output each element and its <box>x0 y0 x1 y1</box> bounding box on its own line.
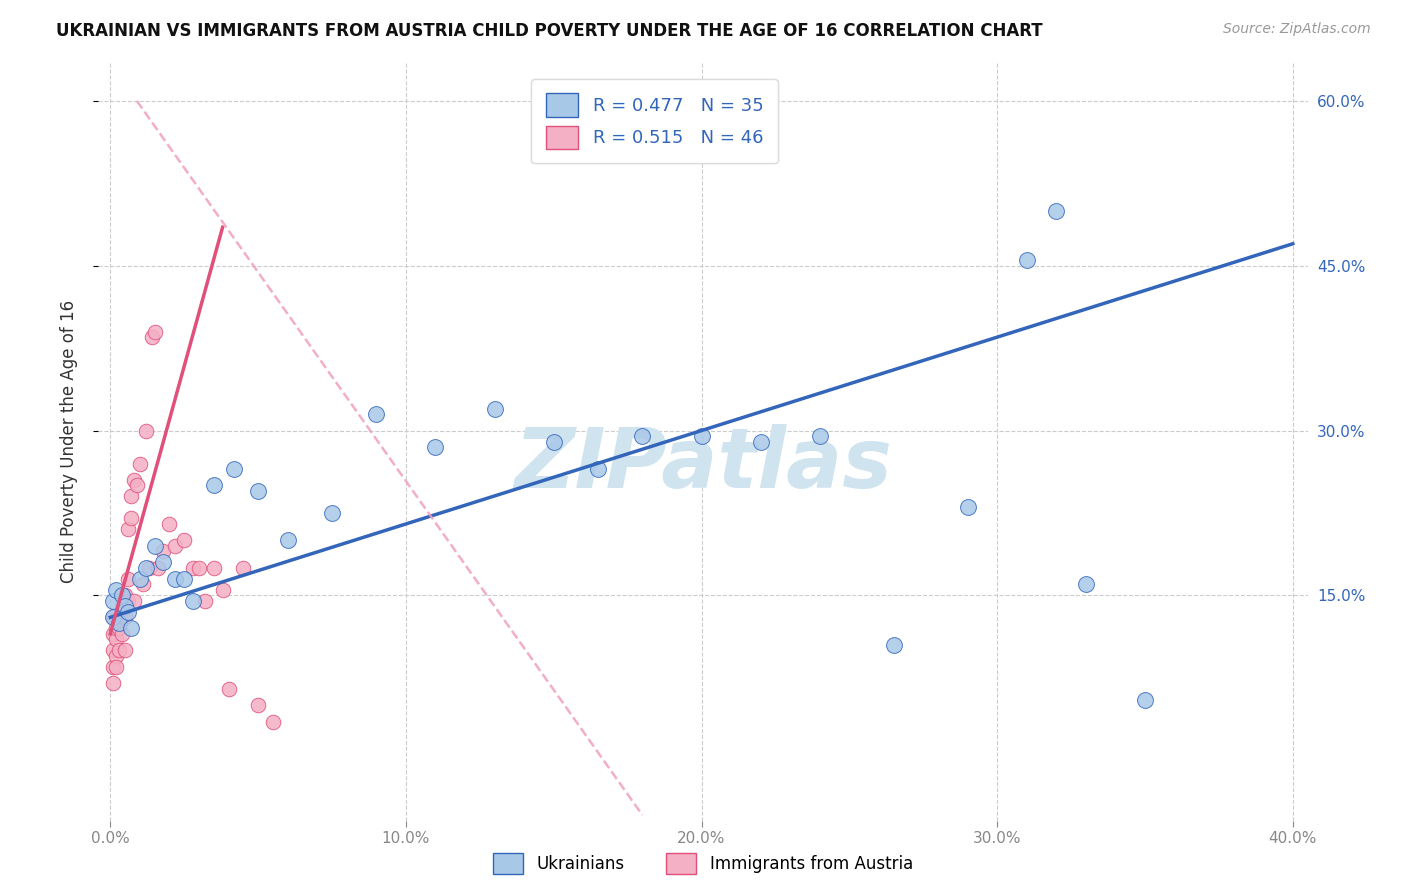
Point <box>111 605 134 619</box>
Point <box>202 561 225 575</box>
Y-axis label: Child Poverty Under the Age of 16: Child Poverty Under the Age of 16 <box>59 300 77 583</box>
Point <box>138 561 160 575</box>
Text: Source: ZipAtlas.com: Source: ZipAtlas.com <box>1223 22 1371 37</box>
Point <box>808 429 831 443</box>
Point <box>132 577 155 591</box>
Point <box>631 429 654 443</box>
Point <box>152 544 174 558</box>
Point <box>108 615 131 630</box>
Point <box>108 643 131 657</box>
Point <box>122 473 145 487</box>
Point <box>883 638 905 652</box>
Point <box>143 325 166 339</box>
Point <box>262 714 284 729</box>
Point <box>1015 253 1038 268</box>
Point <box>135 424 157 438</box>
Point <box>181 561 204 575</box>
Point <box>117 594 139 608</box>
Point <box>114 610 136 624</box>
Point <box>749 434 772 449</box>
Point <box>152 556 174 570</box>
Point <box>146 561 169 575</box>
Point <box>108 621 131 635</box>
Point <box>111 627 134 641</box>
Point <box>543 434 565 449</box>
Point <box>1074 577 1097 591</box>
Point <box>1045 203 1067 218</box>
Point <box>173 572 195 586</box>
Point <box>181 594 204 608</box>
Point <box>321 506 343 520</box>
Point <box>117 605 139 619</box>
Point <box>141 330 163 344</box>
Point <box>143 539 166 553</box>
Point <box>247 698 270 713</box>
Point <box>247 483 270 498</box>
Point <box>103 610 125 624</box>
Point <box>114 588 136 602</box>
Point <box>103 660 125 674</box>
Point <box>135 561 157 575</box>
Point <box>366 407 388 421</box>
Text: ZIPatlas: ZIPatlas <box>515 424 891 505</box>
Point <box>277 533 299 548</box>
Point <box>128 572 150 586</box>
Point <box>173 533 195 548</box>
Point <box>956 500 979 515</box>
Text: UKRAINIAN VS IMMIGRANTS FROM AUSTRIA CHILD POVERTY UNDER THE AGE OF 16 CORRELATI: UKRAINIAN VS IMMIGRANTS FROM AUSTRIA CHI… <box>56 22 1043 40</box>
Point <box>117 523 139 537</box>
Point <box>484 401 506 416</box>
Point <box>425 440 447 454</box>
Point <box>103 643 125 657</box>
Point <box>187 561 209 575</box>
Point <box>114 599 136 614</box>
Point <box>105 648 128 663</box>
Point <box>202 478 225 492</box>
Point <box>103 676 125 690</box>
Point <box>108 610 131 624</box>
Point <box>586 462 609 476</box>
Point <box>128 457 150 471</box>
Point <box>111 599 134 614</box>
Point <box>165 572 187 586</box>
Point <box>103 610 125 624</box>
Point <box>218 681 240 696</box>
Point <box>194 594 217 608</box>
Point <box>103 594 125 608</box>
Point <box>1133 692 1156 706</box>
Point <box>111 588 134 602</box>
Legend: R = 0.477   N = 35, R = 0.515   N = 46: R = 0.477 N = 35, R = 0.515 N = 46 <box>531 79 778 163</box>
Legend: Ukrainians, Immigrants from Austria: Ukrainians, Immigrants from Austria <box>485 845 921 882</box>
Point <box>105 621 128 635</box>
Point <box>105 582 128 597</box>
Point <box>224 462 246 476</box>
Point <box>105 632 128 647</box>
Point <box>165 539 187 553</box>
Point <box>690 429 713 443</box>
Point <box>232 561 254 575</box>
Point <box>105 660 128 674</box>
Point <box>122 594 145 608</box>
Point <box>211 582 233 597</box>
Point <box>120 511 142 525</box>
Point <box>157 516 180 531</box>
Point <box>120 490 142 504</box>
Point <box>125 478 148 492</box>
Point <box>117 572 139 586</box>
Point <box>114 643 136 657</box>
Point <box>103 627 125 641</box>
Point <box>120 621 142 635</box>
